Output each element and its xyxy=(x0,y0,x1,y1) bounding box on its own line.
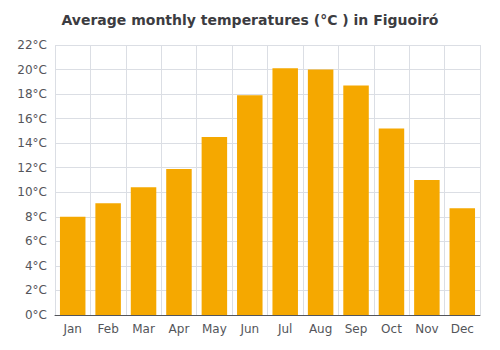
svg-text:May: May xyxy=(202,322,227,336)
svg-text:14°C: 14°C xyxy=(17,136,47,150)
svg-text:Oct: Oct xyxy=(381,322,402,336)
svg-text:22°C: 22°C xyxy=(17,38,47,52)
svg-text:4°C: 4°C xyxy=(25,259,47,273)
svg-text:Jan: Jan xyxy=(62,322,82,336)
svg-text:20°C: 20°C xyxy=(17,63,47,77)
svg-text:Sep: Sep xyxy=(345,322,368,336)
svg-text:6°C: 6°C xyxy=(25,234,47,248)
svg-text:Average monthly temperatures (: Average monthly temperatures (°C ) in Fi… xyxy=(62,12,439,28)
svg-text:2°C: 2°C xyxy=(25,283,47,297)
svg-text:Feb: Feb xyxy=(98,322,119,336)
svg-text:12°C: 12°C xyxy=(17,161,47,175)
svg-text:Dec: Dec xyxy=(451,322,474,336)
svg-text:Aug: Aug xyxy=(309,322,332,336)
svg-text:16°C: 16°C xyxy=(17,112,47,126)
svg-text:8°C: 8°C xyxy=(25,210,47,224)
svg-text:10°C: 10°C xyxy=(17,185,47,199)
svg-text:Nov: Nov xyxy=(415,322,438,336)
svg-text:Apr: Apr xyxy=(169,322,190,336)
svg-text:Mar: Mar xyxy=(132,322,155,336)
svg-text:0°C: 0°C xyxy=(25,308,47,322)
svg-text:Jun: Jun xyxy=(239,322,259,336)
svg-text:Jul: Jul xyxy=(277,322,292,336)
svg-text:18°C: 18°C xyxy=(17,87,47,101)
